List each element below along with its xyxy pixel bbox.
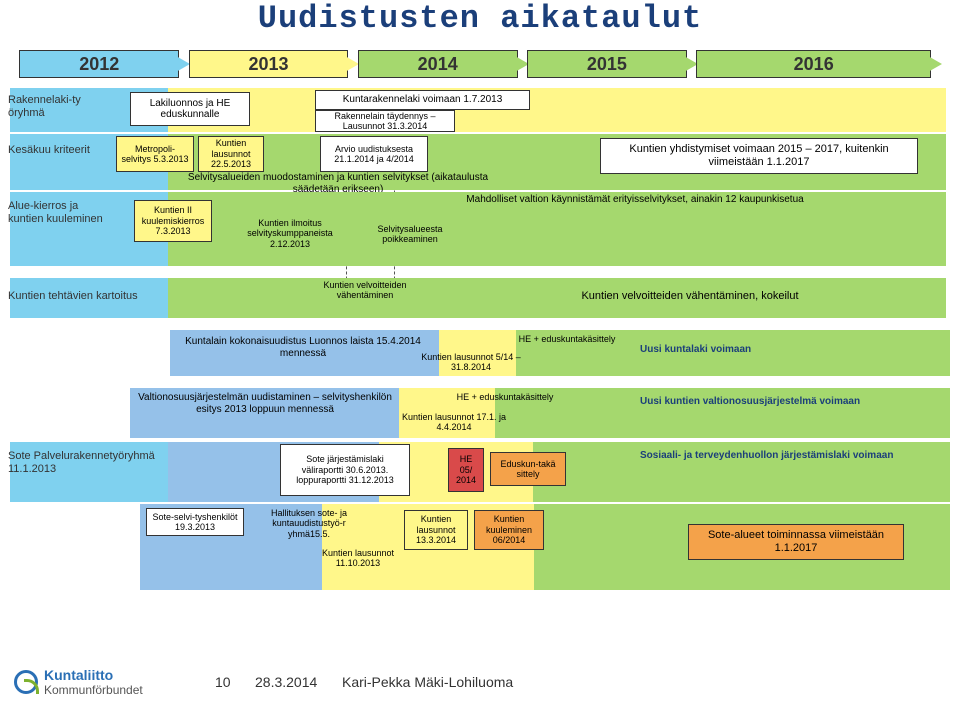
logo-text-2: Kommunförbundet: [44, 683, 143, 697]
b6: Arvio uudistuksesta 21.1.2014 ja 4/2014: [320, 136, 428, 172]
b14: Kuntien velvoitteiden vähentäminen, koke…: [530, 290, 850, 303]
b18: Uusi kuntalaki voimaan: [640, 344, 880, 356]
b5: Rakennelain täydennys –Lausunnot 31.3.20…: [315, 110, 455, 132]
b17: HE + eduskuntakäsittely: [512, 334, 622, 344]
b24: HE 05/ 2014: [448, 448, 484, 492]
row-sote2: Sote-selvi-tyshenkilöt 19.3.2013 Hallitu…: [0, 504, 960, 590]
b11: Selvitysalueesta poikkeaminen: [360, 224, 460, 245]
row2-label: Kesäkuu kriteerit: [8, 144, 108, 157]
b3: Kuntien lausunnot 22.5.2013: [198, 136, 264, 172]
footer-date: 28.3.2014: [255, 674, 317, 690]
page-number: 10: [215, 674, 231, 690]
b22: Uusi kuntien valtionosuusjärjestelmä voi…: [640, 396, 940, 408]
b29: Kuntien lausunnot 11.10.2013: [318, 548, 398, 569]
b26: Sosiaali- ja terveydenhuollon järjestämi…: [640, 450, 940, 462]
logo-text-1: Kuntaliitto: [44, 667, 143, 683]
logo: Kuntaliitto Kommunförbundet: [14, 667, 143, 697]
b28: Hallituksen sote- ja kuntauudistustyö-r …: [250, 508, 368, 539]
row4-label: Kuntien tehtävien kartoitus: [8, 290, 188, 303]
b12: Mahdolliset valtion käynnistämät erityis…: [430, 194, 840, 206]
year-header-band: 2012 2013 2014 2015 2016: [10, 44, 950, 84]
b10: Kuntien ilmoitus selvityskumppaneista 2.…: [228, 218, 352, 249]
b31: Kuntien kuuleminen 06/2014: [474, 510, 544, 550]
b23: Sote järjestämislaki väliraportti 30.6.2…: [280, 444, 410, 496]
b30: Kuntien lausunnot 13.3.2014: [404, 510, 468, 550]
year-2013: 2013: [189, 50, 349, 78]
b2: Metropoli-selvitys 5.3.2013: [116, 136, 194, 172]
b27: Sote-selvi-tyshenkilöt 19.3.2013: [146, 508, 244, 536]
chart-title: Uudistusten aikataulut: [258, 0, 702, 37]
b8: Kuntien yhdistymiset voimaan 2015 – 2017…: [600, 138, 918, 174]
b25: Eduskun-takä sittely: [490, 452, 566, 486]
row-vos: Valtionosuusjärjestelmän uudistaminen – …: [0, 388, 960, 438]
b32: Sote-alueet toiminnassa viimeistään 1.1.…: [688, 524, 904, 560]
row-sote1: Sote Palvelurakennetyöryhmä 11.1.2013 So…: [0, 442, 960, 502]
year-2014: 2014: [358, 50, 518, 78]
b4: Kuntarakennelaki voimaan 1.7.2013: [315, 90, 530, 110]
year-2015: 2015: [527, 50, 687, 78]
footer: Kuntaliitto Kommunförbundet 10 28.3.2014…: [0, 661, 960, 703]
logo-mark: [14, 670, 38, 694]
row3-label: Alue-kierros ja kuntien kuuleminen: [8, 200, 108, 225]
b15: Kuntalain kokonaisuudistus Luonnos laist…: [178, 336, 428, 359]
row-tehtavat: Kuntien tehtävien kartoitus Kuntien velv…: [0, 278, 960, 318]
b16: Kuntien lausunnot 5/14 – 31.8.2014: [418, 352, 524, 373]
b21: HE + eduskuntakäsittely: [430, 392, 580, 402]
timeline-chart: Uudistusten aikataulut 2012 2013 2014 20…: [0, 0, 960, 661]
row-kesakuu: Kesäkuu kriteerit Metropoli-selvitys 5.3…: [0, 134, 960, 190]
b19: Valtionosuusjärjestelmän uudistaminen – …: [136, 392, 394, 415]
footer-author: Kari-Pekka Mäki-Lohiluoma: [342, 674, 513, 690]
row-rakennelaki: Rakennelaki-ty öryhmä Lakiluonnos ja HE …: [0, 88, 960, 132]
row-kuntalaki: Kuntalain kokonaisuudistus Luonnos laist…: [0, 330, 960, 376]
year-2012: 2012: [19, 50, 179, 78]
b1: Lakiluonnos ja HE eduskunnalle: [130, 92, 250, 126]
b20: Kuntien lausunnot 17.1. ja 4.4.2014: [394, 412, 514, 433]
row5-label: Sote Palvelurakennetyöryhmä 11.1.2013: [8, 450, 168, 475]
year-2016: 2016: [696, 50, 931, 78]
b13: Kuntien velvoitteiden vähentäminen: [316, 280, 414, 301]
row-aluekierros: Alue-kierros ja kuntien kuuleminen Kunti…: [0, 192, 960, 266]
row1-label: Rakennelaki-ty öryhmä: [8, 94, 108, 119]
b9: Kuntien II kuulemiskierros 7.3.2013: [134, 200, 212, 242]
